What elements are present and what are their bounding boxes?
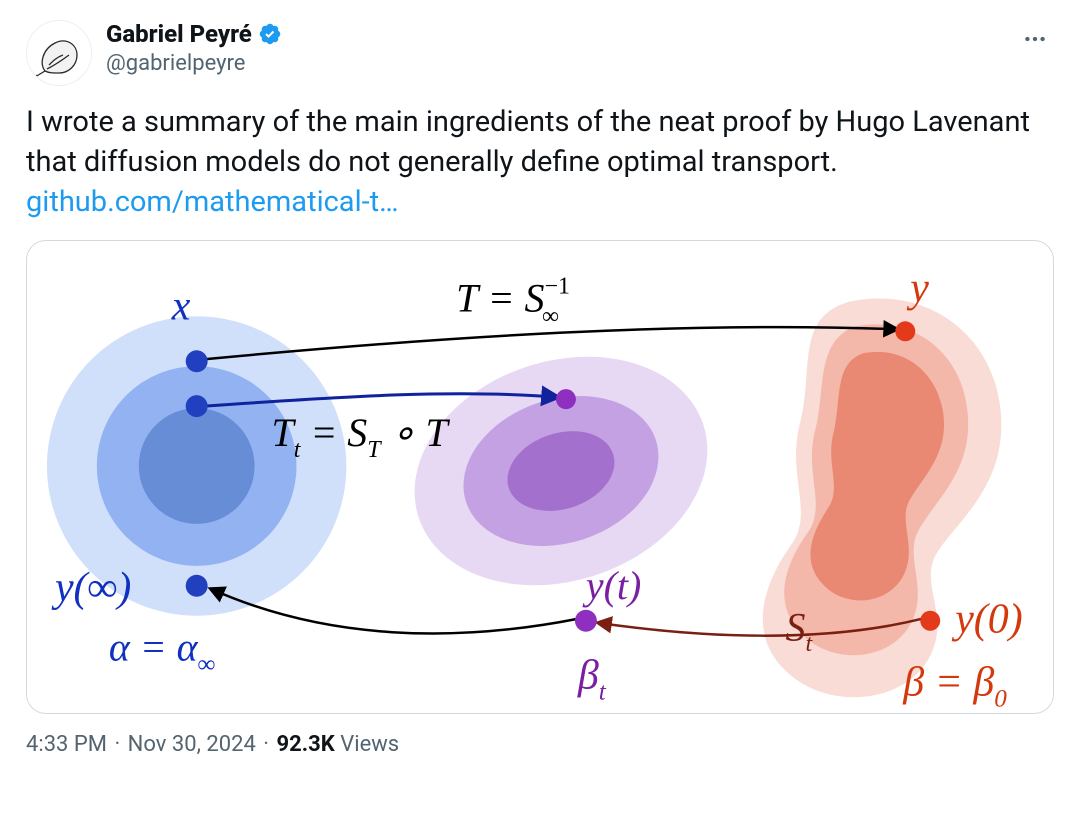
avatar-sketch-icon	[27, 21, 91, 85]
svg-text:x: x	[171, 283, 191, 329]
verified-badge-icon	[258, 22, 282, 46]
svg-text:y(∞): y(∞)	[51, 565, 131, 611]
svg-text:β = β0: β = β0	[902, 660, 1007, 713]
tweet-header: Gabriel Peyré @gabrielpeyre	[26, 20, 1054, 86]
author-handle[interactable]: @gabrielpeyre	[106, 49, 282, 79]
author-name-block: Gabriel Peyré @gabrielpeyre	[106, 20, 282, 78]
tweet-meta: 4:33 PM · Nov 30, 2024 · 92.3K Views	[26, 732, 1054, 757]
meta-separator: ·	[112, 732, 122, 757]
tweet-text: I wrote a summary of the main ingredient…	[26, 102, 1054, 222]
svg-text:y: y	[906, 265, 929, 311]
author-name-line: Gabriel Peyré	[106, 20, 282, 49]
diagram-image: xyy(∞)y(t)y(0)T = S−1∞Tt = ST ∘ Tα = α∞β…	[27, 241, 1053, 713]
tweet-time[interactable]: 4:33 PM	[26, 732, 107, 757]
author-avatar[interactable]	[26, 20, 92, 86]
views-count[interactable]: 92.3K	[277, 732, 335, 757]
views-label: Views	[340, 732, 399, 757]
svg-text:y(t): y(t)	[582, 563, 641, 608]
tweet-link[interactable]: github.com/mathematical-t…	[26, 185, 399, 219]
tweet-date[interactable]: Nov 30, 2024	[128, 732, 256, 757]
meta-separator: ·	[261, 732, 271, 757]
author-display-name[interactable]: Gabriel Peyré	[106, 20, 252, 49]
tweet-media-card[interactable]: xyy(∞)y(t)y(0)T = S−1∞Tt = ST ∘ Tα = α∞β…	[26, 240, 1054, 714]
svg-text:y(0): y(0)	[951, 597, 1022, 643]
more-options-button[interactable]	[1016, 20, 1054, 58]
tweet-body-text: I wrote a summary of the main ingredient…	[26, 105, 1030, 179]
tweet-container: Gabriel Peyré @gabrielpeyre I wrote a su…	[0, 0, 1080, 771]
ellipsis-icon	[1022, 26, 1048, 52]
